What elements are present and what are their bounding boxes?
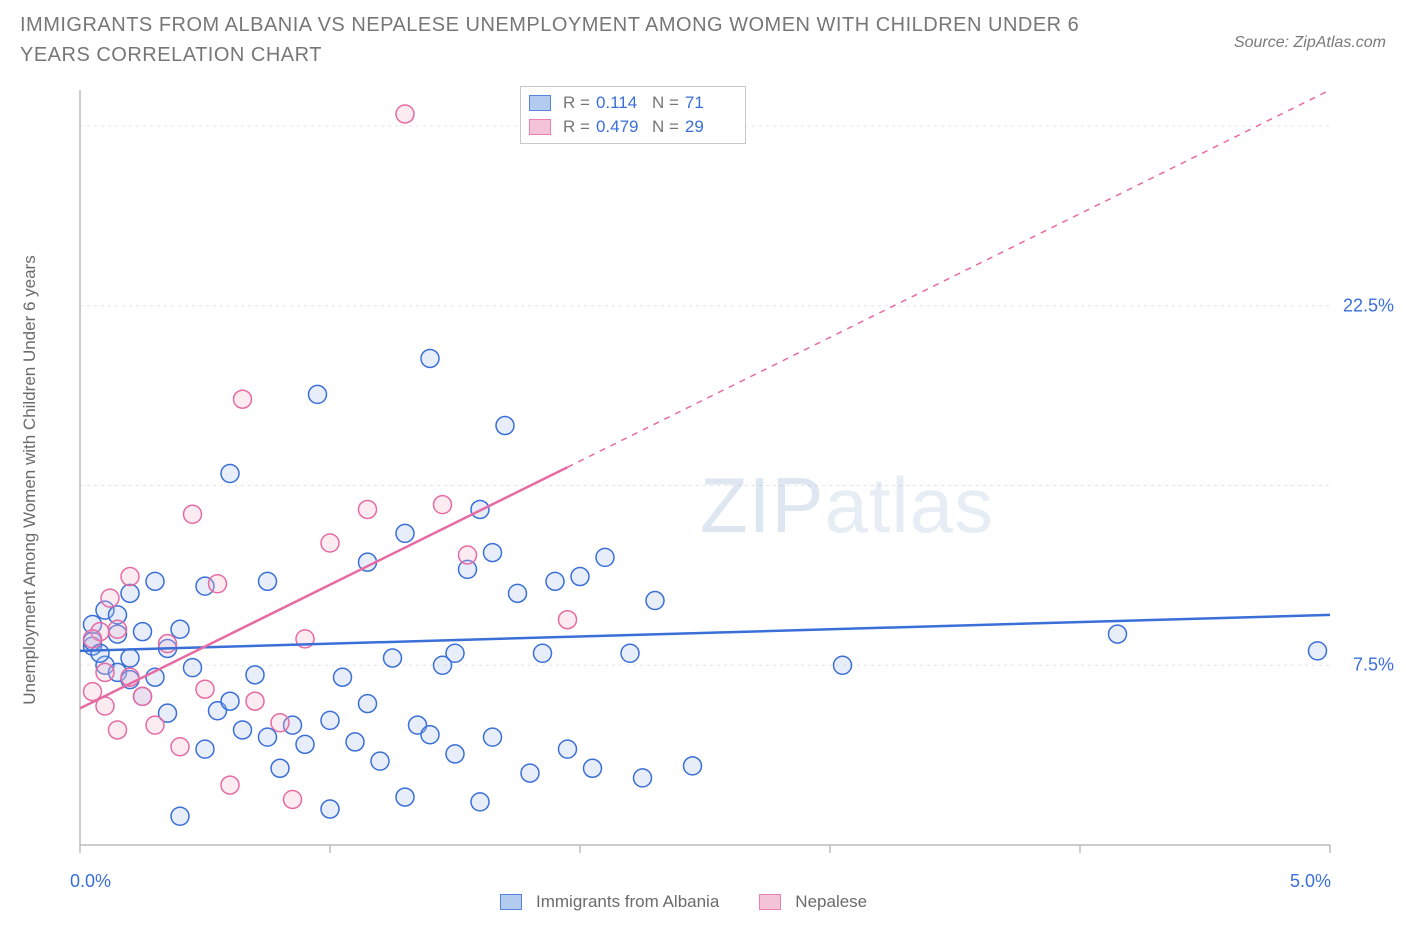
- stats-row-1: R = 0.479 N = 29: [529, 115, 735, 139]
- legend-label-1: Nepalese: [795, 892, 867, 912]
- legend-item-0: Immigrants from Albania: [500, 892, 719, 912]
- legend-swatch-0: [500, 894, 522, 910]
- stat-r-val-0: 0.114: [596, 91, 646, 115]
- chart-container: Unemployment Among Women with Children U…: [20, 90, 1386, 910]
- y-tick-label: 7.5%: [1353, 655, 1394, 676]
- stat-n-label-1: N =: [652, 115, 679, 139]
- stat-r-label-1: R =: [563, 115, 590, 139]
- stat-n-val-0: 71: [685, 91, 735, 115]
- header: IMMIGRANTS FROM ALBANIA VS NEPALESE UNEM…: [20, 10, 1386, 70]
- legend-item-1: Nepalese: [759, 892, 867, 912]
- swatch-series-1: [529, 119, 551, 135]
- stat-r-val-1: 0.479: [596, 115, 646, 139]
- legend-swatch-1: [759, 894, 781, 910]
- source-label: Source: ZipAtlas.com: [1234, 34, 1386, 52]
- x-tick-label: 0.0%: [70, 871, 111, 892]
- x-tick-label: 5.0%: [1290, 871, 1331, 892]
- chart-title: IMMIGRANTS FROM ALBANIA VS NEPALESE UNEM…: [20, 10, 1120, 70]
- bottom-legend: Immigrants from Albania Nepalese: [500, 892, 867, 912]
- stats-row-0: R = 0.114 N = 71: [529, 91, 735, 115]
- legend-label-0: Immigrants from Albania: [536, 892, 719, 912]
- swatch-series-0: [529, 95, 551, 111]
- stat-r-label-0: R =: [563, 91, 590, 115]
- stats-legend: R = 0.114 N = 71 R = 0.479 N = 29: [520, 86, 746, 144]
- y-tick-label: 22.5%: [1343, 295, 1394, 316]
- y-axis-title: Unemployment Among Women with Children U…: [20, 255, 40, 704]
- scatter-plot: [20, 90, 1386, 890]
- stat-n-label-0: N =: [652, 91, 679, 115]
- stat-n-val-1: 29: [685, 115, 735, 139]
